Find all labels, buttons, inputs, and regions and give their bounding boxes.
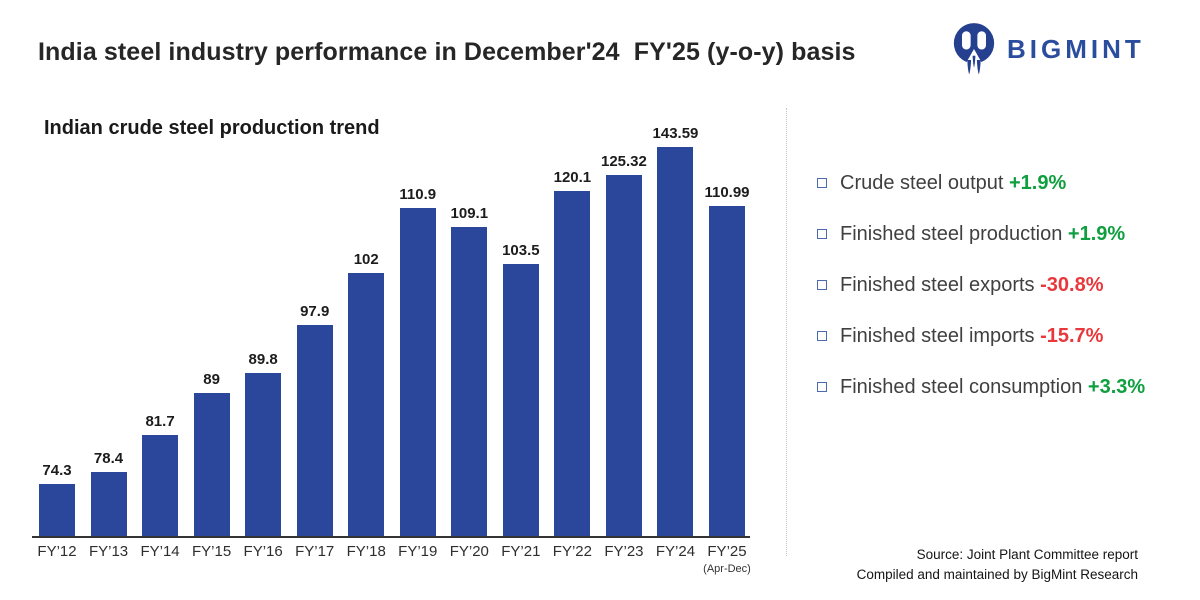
x-axis-label: FY’16 bbox=[243, 543, 283, 560]
highlight-item: Finished steel imports -15.7% bbox=[817, 324, 1145, 348]
x-axis-labels: FY’12 FY’13 FY’14 FY’15 FY’16 FY’17 FY’18 FY’19… bbox=[37, 543, 750, 587]
highlight-item: Finished steel production +1.9% bbox=[817, 222, 1145, 246]
highlight-value: +3.3% bbox=[1087, 376, 1146, 398]
x-axis-label: FY’20 bbox=[449, 543, 489, 560]
square-bullet-icon bbox=[817, 280, 827, 290]
x-axis-label: FY’21 bbox=[501, 543, 541, 560]
bar bbox=[296, 325, 333, 536]
square-bullet-icon bbox=[817, 229, 827, 239]
x-axis-label: FY’25 (Apr-Dec) bbox=[703, 543, 751, 575]
x-axis-line bbox=[32, 536, 750, 538]
highlight-item: Crude steel output +1.9% bbox=[817, 171, 1145, 195]
plot-area: 74.3 78.4 81.7 89 89.8 97.9 102 110.9 109.1 103.5… bbox=[39, 110, 750, 536]
highlight-item: Finished steel exports -30.8% bbox=[817, 273, 1145, 297]
square-bullet-icon bbox=[817, 178, 827, 188]
bar-value-label: 97.9 bbox=[300, 303, 330, 320]
x-axis-label: FY’24 bbox=[655, 543, 696, 560]
bigmint-mint-icon bbox=[953, 23, 995, 75]
bar-value-label: 102 bbox=[353, 251, 379, 268]
highlight-value: -15.7% bbox=[1040, 325, 1104, 347]
x-axis-sublabel: (Apr-Dec) bbox=[703, 563, 751, 575]
bar bbox=[90, 472, 127, 536]
bar bbox=[193, 393, 230, 536]
square-bullet-icon bbox=[817, 382, 827, 392]
highlight-label: Finished steel consumption +3.3% bbox=[840, 376, 1146, 398]
bar-value-label: 120.1 bbox=[553, 169, 592, 186]
highlight-label: Finished steel imports -15.7% bbox=[840, 325, 1104, 347]
bar bbox=[502, 264, 539, 536]
page-title: India steel industry performance in Dece… bbox=[38, 38, 856, 66]
source-note: Source: Joint Plant Committee report Com… bbox=[857, 545, 1138, 585]
bar bbox=[399, 208, 436, 536]
bar bbox=[142, 435, 179, 536]
x-axis-label: FY’17 bbox=[295, 543, 335, 560]
vertical-divider bbox=[786, 108, 787, 556]
bar bbox=[348, 273, 385, 536]
highlight-value: +1.9% bbox=[1067, 223, 1126, 245]
bar-value-label: 103.5 bbox=[502, 242, 540, 259]
highlights-panel: Crude steel output +1.9% Finished steel p… bbox=[817, 171, 1145, 399]
bar-value-label: 143.59 bbox=[652, 125, 699, 142]
x-axis-label: FY’18 bbox=[346, 543, 386, 560]
bar-value-label: 110.9 bbox=[399, 186, 437, 203]
bar-value-label: 78.4 bbox=[93, 450, 124, 467]
bar bbox=[245, 373, 282, 536]
highlight-value: +1.9% bbox=[1009, 172, 1067, 194]
x-axis-label: FY’13 bbox=[88, 543, 129, 560]
bigmint-logo-text: BIGMINT bbox=[1007, 33, 1145, 64]
x-axis-label: FY’19 bbox=[398, 543, 438, 560]
bar-value-label: 110.99 bbox=[704, 184, 750, 201]
bar-value-label: 74.3 bbox=[42, 462, 72, 479]
x-axis-label: FY’15 bbox=[192, 543, 232, 560]
bar bbox=[39, 484, 75, 536]
x-axis-label: FY’23 bbox=[604, 543, 644, 560]
bar-value-label: 125.32 bbox=[600, 153, 647, 170]
bar-value-label: 89 bbox=[203, 371, 220, 388]
source-line-1: Source: Joint Plant Committee report bbox=[916, 547, 1138, 562]
bigmint-logo: BIGMINT bbox=[950, 22, 1145, 76]
bar bbox=[657, 147, 694, 536]
highlight-label: Finished steel production +1.9% bbox=[840, 223, 1126, 245]
highlight-label: Crude steel output +1.9% bbox=[840, 172, 1067, 194]
x-axis-label: FY’12 bbox=[37, 543, 77, 560]
square-bullet-icon bbox=[817, 331, 827, 341]
highlight-item: Finished steel consumption +3.3% bbox=[817, 375, 1145, 399]
source-line-2: Compiled and maintained by BigMint Resea… bbox=[856, 567, 1138, 582]
bar bbox=[451, 227, 488, 536]
bar bbox=[605, 175, 642, 536]
bar-value-label: 89.8 bbox=[248, 351, 278, 368]
highlight-value: -30.8% bbox=[1040, 274, 1104, 296]
bar-value-label: 109.1 bbox=[450, 205, 489, 222]
bar bbox=[709, 206, 745, 536]
x-axis-label: FY’14 bbox=[140, 543, 180, 560]
highlight-label: Finished steel exports -30.8% bbox=[840, 274, 1104, 296]
bar bbox=[554, 191, 591, 536]
x-axis-label: FY’22 bbox=[552, 543, 592, 560]
bar-value-label: 81.7 bbox=[145, 413, 175, 430]
chart-title: Indian crude steel production trend bbox=[44, 117, 380, 139]
